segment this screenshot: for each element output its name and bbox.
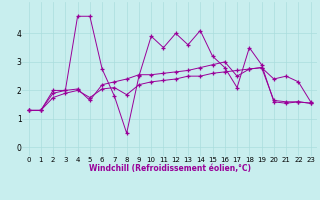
X-axis label: Windchill (Refroidissement éolien,°C): Windchill (Refroidissement éolien,°C)	[89, 164, 251, 173]
